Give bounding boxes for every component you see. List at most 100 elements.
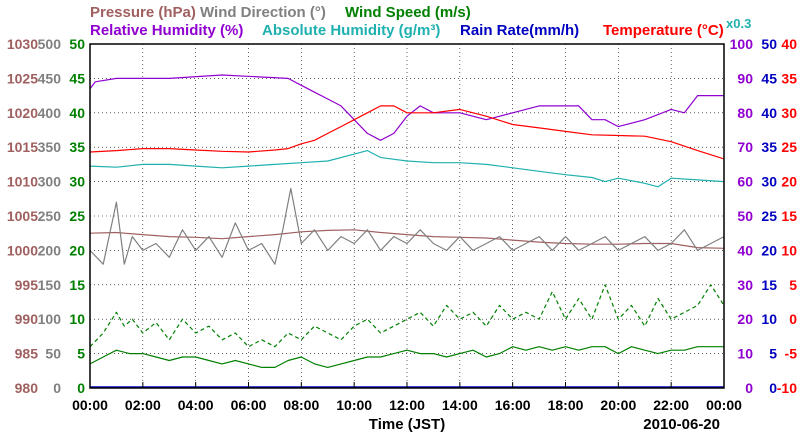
y-tick-label-temp: 20 — [781, 174, 797, 190]
y-axis-ticks: 9809859909951000100510101015102010251030… — [7, 36, 797, 396]
y-tick-label-humidity: 0 — [745, 380, 753, 396]
y-tick-label-humidity: 30 — [737, 277, 753, 293]
y-tick-label-wind_dir: 200 — [38, 242, 62, 258]
y-tick-label-wind_speed: 30 — [69, 174, 85, 190]
y-tick-label-rain: 35 — [761, 139, 777, 155]
x-tick-label: 18:00 — [548, 397, 584, 413]
x-tick-label: 00:00 — [72, 397, 108, 413]
y-tick-label-wind_speed: 40 — [69, 105, 85, 121]
y-tick-label-wind_speed: 15 — [69, 277, 85, 293]
y-tick-label-temp: 30 — [781, 105, 797, 121]
y-tick-label-rain: 0 — [769, 380, 777, 396]
legend-item: Relative Humidity (%) — [90, 22, 243, 39]
y-tick-label-wind_speed: 20 — [69, 242, 85, 258]
abs-humidity-scale-note: x0.3 — [726, 16, 751, 31]
y-tick-label-pressure: 1030 — [7, 36, 38, 52]
y-tick-label-humidity: 100 — [730, 36, 754, 52]
y-tick-label-wind_speed: 5 — [77, 346, 85, 362]
legend-item: Pressure (hPa) — [90, 4, 196, 21]
y-tick-label-pressure: 1005 — [7, 208, 38, 224]
y-tick-label-rain: 5 — [769, 346, 777, 362]
x-tick-label: 10:00 — [336, 397, 372, 413]
y-tick-label-pressure: 1025 — [7, 70, 38, 86]
y-tick-label-rain: 25 — [761, 208, 777, 224]
y-tick-label-wind_dir: 500 — [38, 36, 62, 52]
y-tick-label-humidity: 10 — [737, 346, 753, 362]
date-label: 2010-06-20 — [643, 416, 720, 433]
y-tick-label-wind_speed: 50 — [69, 36, 85, 52]
y-tick-label-temp: 10 — [781, 242, 797, 258]
y-tick-label-wind_dir: 300 — [38, 174, 62, 190]
y-tick-label-humidity: 90 — [737, 70, 753, 86]
legend-item: Wind Direction (°) — [200, 4, 326, 21]
x-tick-label: 14:00 — [442, 397, 478, 413]
legend-item: Temperature (°C) — [603, 22, 724, 39]
y-tick-label-pressure: 1020 — [7, 105, 38, 121]
y-tick-label-wind_dir: 0 — [53, 380, 61, 396]
series-line-3 — [89, 229, 725, 249]
y-tick-label-temp: -5 — [785, 346, 798, 362]
y-tick-label-rain: 45 — [761, 70, 777, 86]
x-axis-ticks: 00:00 02:00 04:00 06:00 08:00 10:00 12:00 14:00… — [72, 382, 742, 413]
y-tick-label-rain: 30 — [761, 174, 777, 190]
x-tick-label: 22:00 — [653, 397, 689, 413]
y-tick-label-humidity: 50 — [737, 208, 753, 224]
y-tick-label-pressure: 1015 — [7, 139, 38, 155]
y-tick-label-wind_dir: 250 — [38, 208, 62, 224]
y-tick-label-pressure: 995 — [15, 277, 39, 293]
y-tick-label-humidity: 60 — [737, 174, 753, 190]
y-tick-label-temp: 25 — [781, 139, 797, 155]
y-tick-label-temp: 0 — [789, 311, 797, 327]
x-axis-label: Time (JST) — [369, 416, 445, 433]
series-line-4 — [89, 187, 725, 265]
y-tick-label-humidity: 20 — [737, 311, 753, 327]
y-tick-label-wind_speed: 35 — [69, 139, 85, 155]
x-tick-label: 20:00 — [600, 397, 636, 413]
y-tick-label-wind_dir: 450 — [38, 70, 62, 86]
y-tick-label-wind_dir: 150 — [38, 277, 62, 293]
y-tick-label-rain: 10 — [761, 311, 777, 327]
y-tick-label-humidity: 80 — [737, 105, 753, 121]
y-tick-label-temp: 35 — [781, 70, 797, 86]
series-line-6 — [89, 284, 725, 348]
x-tick-label: 12:00 — [389, 397, 425, 413]
y-tick-label-temp: 40 — [781, 36, 797, 52]
y-tick-label-rain: 40 — [761, 105, 777, 121]
series-line-2 — [89, 150, 725, 188]
y-tick-label-wind_speed: 0 — [77, 380, 85, 396]
x-tick-label: 06:00 — [231, 397, 267, 413]
y-tick-label-humidity: 70 — [737, 139, 753, 155]
y-tick-label-wind_speed: 25 — [69, 208, 85, 224]
chart-grid — [90, 44, 724, 388]
y-tick-label-humidity: 40 — [737, 242, 753, 258]
y-tick-label-pressure: 980 — [15, 380, 39, 396]
series-line-5 — [89, 346, 724, 368]
y-tick-label-temp: 15 — [781, 208, 797, 224]
x-tick-label: 00:00 — [706, 397, 742, 413]
y-tick-label-rain: 50 — [761, 36, 777, 52]
y-tick-label-wind_speed: 45 — [69, 70, 85, 86]
y-tick-label-pressure: 985 — [15, 346, 39, 362]
y-tick-label-wind_dir: 350 — [38, 139, 62, 155]
y-tick-label-pressure: 1000 — [7, 242, 38, 258]
y-tick-label-temp: -10 — [777, 380, 797, 396]
y-tick-label-pressure: 1010 — [7, 174, 38, 190]
legend-item: Rain Rate(mm/h) — [460, 22, 579, 39]
y-tick-label-wind_dir: 50 — [45, 346, 61, 362]
x-tick-label: 02:00 — [125, 397, 161, 413]
x-tick-label: 16:00 — [495, 397, 531, 413]
series-line-1 — [89, 105, 725, 160]
y-tick-label-wind_dir: 100 — [38, 311, 62, 327]
y-tick-label-wind_dir: 400 — [38, 105, 62, 121]
x-tick-label: 08:00 — [283, 397, 319, 413]
x-tick-label: 04:00 — [178, 397, 214, 413]
legend-item: Absolute Humidity (g/m³) — [262, 22, 440, 39]
y-tick-label-rain: 15 — [761, 277, 777, 293]
y-tick-label-rain: 20 — [761, 242, 777, 258]
legend-item: Wind Speed (m/s) — [345, 4, 471, 21]
series-line-0 — [89, 74, 724, 141]
y-tick-label-wind_speed: 10 — [69, 311, 85, 327]
y-tick-label-pressure: 990 — [15, 311, 39, 327]
y-tick-label-temp: 5 — [789, 277, 797, 293]
